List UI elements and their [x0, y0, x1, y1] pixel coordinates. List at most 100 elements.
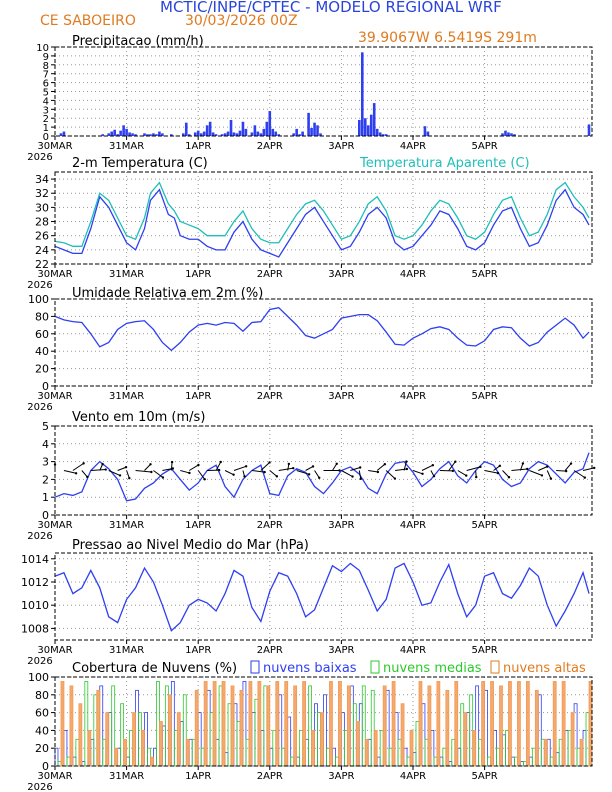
- cloud-bar-nuvens-baixas: [528, 756, 533, 767]
- cloud-bar-nuvens-altas: [114, 747, 119, 767]
- rh-title: Umidade Relativa em 2m (%): [72, 286, 263, 301]
- cloud-bar-nuvens-medias: [531, 747, 536, 767]
- wind-arrow-head: [150, 470, 153, 474]
- wind-arrow: [72, 462, 84, 471]
- y-tick-label: 3: [42, 456, 49, 469]
- x-tick-label: 4APR: [400, 391, 426, 402]
- wind-arrow-head: [569, 462, 573, 465]
- precip-bar: [125, 128, 128, 136]
- legend-baixas: nuvens baixas: [263, 661, 357, 676]
- header-coords: 39.9067W 6.5419S 291m: [358, 30, 537, 46]
- precip-bar: [378, 132, 382, 136]
- precip-bar: [504, 130, 507, 136]
- wind-arrow: [457, 470, 467, 477]
- y-tick-label: 80: [35, 689, 49, 702]
- y-tick-label: 4: [43, 96, 49, 107]
- wind-arrow: [269, 470, 278, 477]
- x-tick-label: 2APR: [257, 645, 283, 656]
- precip-bar: [244, 128, 248, 136]
- cloud-bar-nuvens-medias: [505, 730, 509, 767]
- cloud-bar-nuvens-altas: [418, 681, 423, 767]
- precip-title: Precipitacao (mm/h): [72, 34, 204, 49]
- temp-legend: Temperatura Aparente (C): [359, 156, 530, 171]
- x-tick-label: 1APR: [185, 520, 211, 531]
- wind-arrow: [466, 466, 481, 471]
- x-tick-label: 1APR: [185, 645, 211, 656]
- x-tick-label: 4APR: [400, 771, 426, 782]
- wind-arrow: [529, 470, 543, 476]
- wind-arrow-head: [161, 476, 165, 479]
- wind-arrow: [180, 470, 190, 474]
- precip-bar: [369, 114, 373, 136]
- wind-arrow-head: [188, 471, 191, 475]
- cloud-bar-nuvens-baixas: [412, 752, 417, 767]
- y-tick-label: 1008: [21, 622, 49, 635]
- precip-bar: [161, 133, 164, 136]
- wind-arrow: [126, 470, 130, 479]
- cloud-bar-nuvens-baixas: [466, 712, 471, 767]
- y-tick-label: 30: [35, 201, 49, 214]
- cloud-bar-nuvens-medias: [236, 721, 241, 767]
- x-tick-label: 1APR: [185, 141, 211, 152]
- precip-bar: [116, 134, 119, 136]
- wind-arrow: [546, 470, 552, 479]
- x-tick-label: 3APR: [328, 771, 354, 782]
- wind-arrow-head: [171, 467, 175, 470]
- x-tick-label: 2APR: [257, 520, 283, 531]
- x-tick-label: 5APR: [472, 141, 498, 152]
- cloud-bar-nuvens-medias: [343, 730, 348, 767]
- y-tick-label: 5: [43, 88, 49, 99]
- cloud-bar-nuvens-baixas: [90, 738, 95, 767]
- wind-arrow-head: [540, 474, 544, 477]
- x-tick-label: 31MAR: [109, 391, 144, 402]
- cloud-bar-nuvens-altas: [311, 730, 315, 767]
- cloud-bar-nuvens-baixas: [224, 752, 229, 767]
- wind-arrow: [511, 468, 528, 471]
- wind-arrow-head: [232, 473, 235, 476]
- wind-arrow-head: [454, 460, 457, 463]
- wind-arrow-head: [583, 476, 587, 479]
- cloud-bar-nuvens-altas: [329, 681, 333, 767]
- wind-arrow-head: [338, 469, 341, 472]
- cloud-bar-nuvens-medias: [370, 689, 375, 767]
- wind-arrow-head: [421, 472, 424, 475]
- x-tick-label: 30MAR: [37, 520, 72, 531]
- cloud-bar-nuvens-baixas: [206, 689, 211, 767]
- cloud-bar-nuvens-medias: [585, 712, 590, 767]
- cloud-bar-nuvens-medias: [335, 756, 339, 767]
- cloud-bar-nuvens-altas: [132, 712, 136, 767]
- wind-arrow-head: [287, 462, 291, 466]
- wind-arrow: [538, 466, 548, 471]
- x-tick-label: 4APR: [400, 141, 426, 152]
- cloud-bar-nuvens-altas: [508, 681, 512, 767]
- cloud-bar-nuvens-baixas: [296, 756, 301, 767]
- wind-arrow-head: [263, 470, 266, 474]
- panel-frame: [54, 676, 593, 767]
- cloud-bar-nuvens-altas: [427, 685, 432, 767]
- cloud-bar-nuvens-altas: [176, 712, 181, 767]
- cloud-bar-nuvens-altas: [302, 681, 307, 767]
- x-tick-label: 30MAR: [37, 141, 72, 152]
- y-tick-label: 80: [35, 310, 49, 323]
- cloud-bar-nuvens-altas: [221, 681, 226, 767]
- x-year-label: 2026: [27, 531, 52, 542]
- cloud-bar-nuvens-baixas: [403, 747, 408, 767]
- wind-arrow-head: [318, 476, 321, 479]
- wind-arrow: [153, 470, 164, 478]
- temp-title: 2-m Temperatura (C): [72, 156, 208, 171]
- panel-frame: [54, 171, 593, 265]
- precip-bar: [232, 132, 236, 136]
- precip-bar: [513, 134, 516, 136]
- wind-arrow: [90, 469, 106, 471]
- y-tick-label: 100: [28, 293, 49, 306]
- precip-bar: [292, 133, 295, 136]
- wind-arrow-head: [128, 476, 131, 480]
- cloud-bar-nuvens-medias: [379, 730, 384, 767]
- cloud-bar-nuvens-altas: [87, 730, 92, 767]
- series-line: [54, 562, 590, 632]
- precip-bar: [313, 122, 316, 136]
- precip-bar: [143, 133, 146, 136]
- cloud-bar-nuvens-altas: [150, 756, 154, 767]
- wind-arrow: [144, 463, 151, 471]
- panel-frame: [54, 425, 593, 516]
